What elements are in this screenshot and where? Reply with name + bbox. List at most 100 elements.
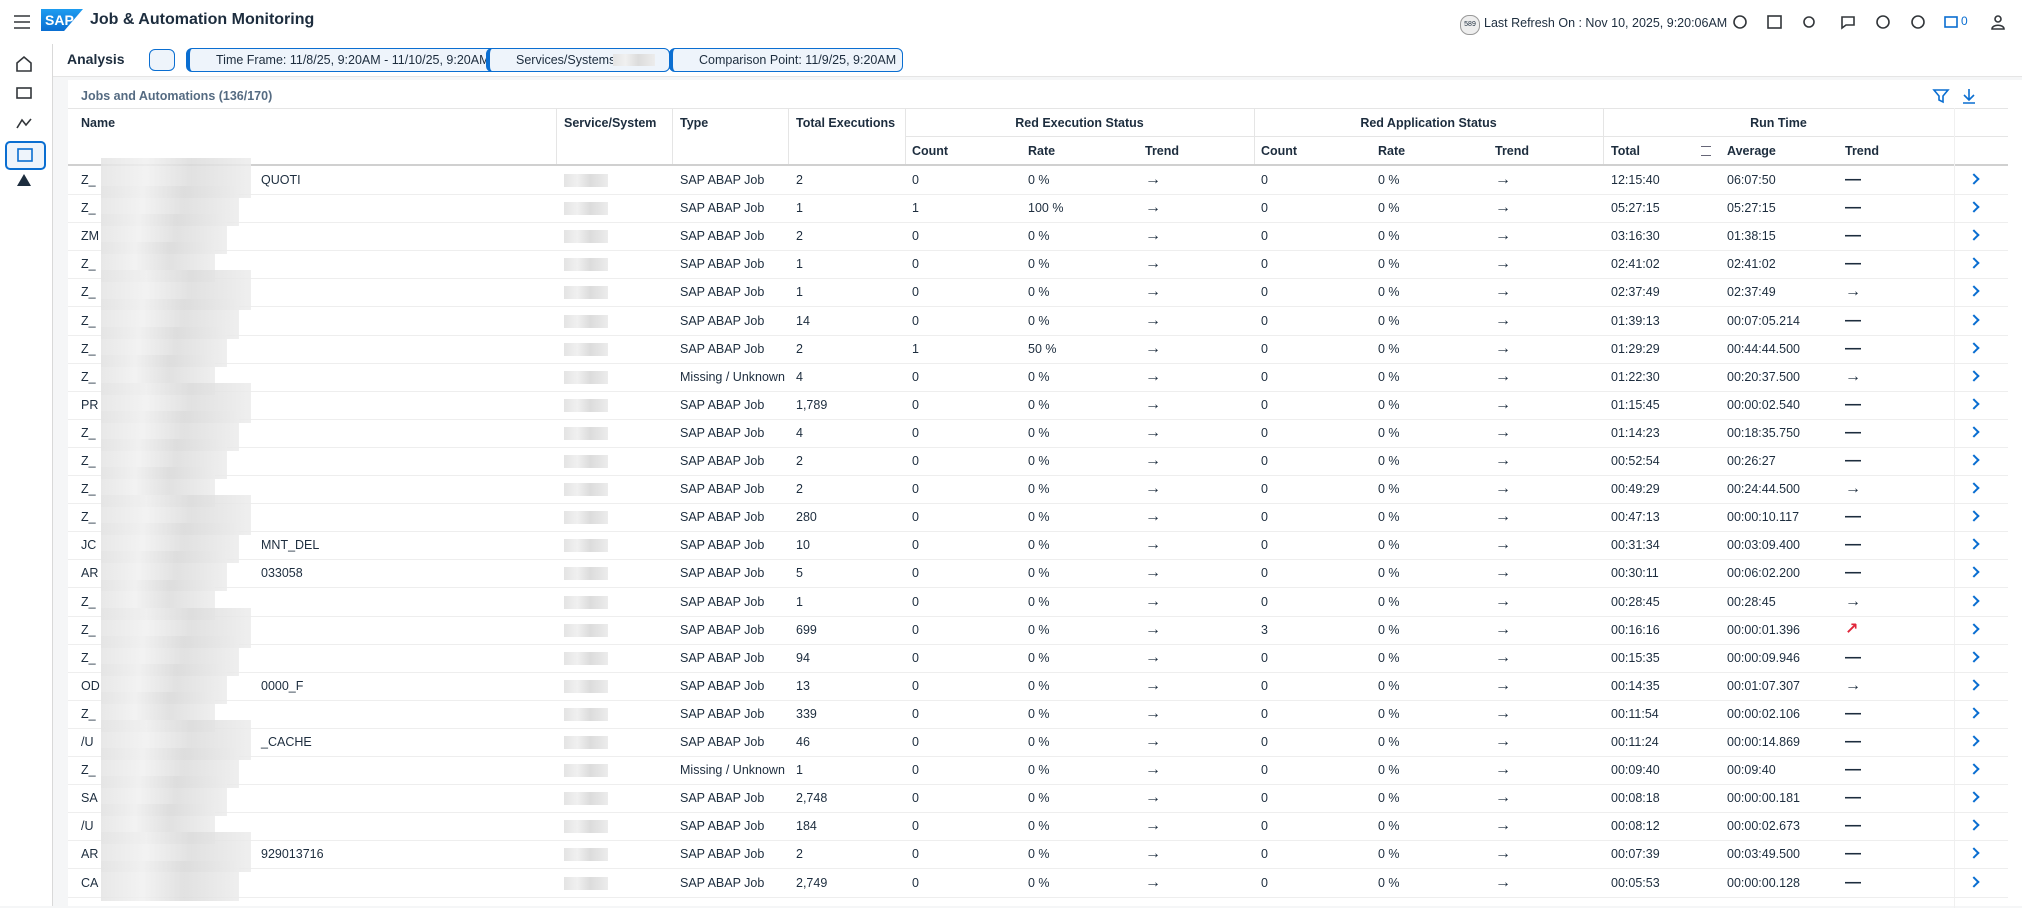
cell-ex-count: 0 [912, 706, 919, 721]
trend-icon: — [1845, 423, 1861, 441]
menu-button[interactable] [12, 13, 32, 31]
notification-count[interactable]: 0 [1961, 14, 1968, 28]
cell-rt-avg: 00:20:37.500 [1727, 369, 1800, 384]
cell-type: SAP ABAP Job [680, 425, 765, 440]
sort-icon [1701, 146, 1711, 156]
row[interactable] [68, 644, 2008, 673]
cell-app-count: 0 [1261, 313, 1268, 328]
column-header: Total Executions [796, 116, 896, 130]
row[interactable] [68, 588, 2008, 617]
redacted [564, 398, 608, 412]
cell-type: SAP ABAP Job [680, 482, 765, 497]
trend-icon: — [1845, 536, 1861, 554]
cell-ex-count: 0 [912, 875, 919, 890]
row[interactable] [68, 335, 2008, 364]
row[interactable] [68, 812, 2008, 842]
trend-icon: → [1845, 592, 1861, 610]
row[interactable] [68, 672, 2008, 701]
page-title: Analysis [67, 51, 125, 67]
cell-app-count: 0 [1261, 819, 1268, 834]
nav-analysis[interactable] [16, 118, 32, 129]
trend-icon: → [1145, 564, 1161, 582]
nav-monitor[interactable] [16, 87, 32, 99]
info-button[interactable] [149, 49, 175, 71]
jobs-table: Jobs and Automations (136/170) Red Execu… [68, 80, 2022, 908]
row[interactable] [68, 250, 2008, 280]
cell-rt-total: 02:37:49 [1611, 285, 1660, 300]
filter-button[interactable] [1932, 89, 1950, 104]
time-frame-token[interactable]: Time Frame: 11/8/25, 9:20AM - 11/10/25, … [186, 48, 497, 72]
comparison-token[interactable]: Comparison Point: 11/9/25, 9:20AM [669, 48, 904, 72]
row[interactable] [68, 784, 2008, 814]
cell-app-rate: 0 % [1378, 229, 1400, 244]
row[interactable] [68, 559, 2008, 589]
nav-jobs-active[interactable] [5, 141, 46, 170]
cell-rt-avg: 02:37:49 [1727, 285, 1776, 300]
trend-icon: → [1495, 452, 1511, 469]
row[interactable] [68, 166, 2008, 195]
row[interactable] [68, 475, 2008, 505]
support-icon[interactable] [1876, 15, 1890, 29]
feedback-icon[interactable] [1841, 16, 1855, 30]
trend-icon: → [1145, 423, 1161, 441]
row[interactable] [68, 700, 2008, 729]
row[interactable] [68, 503, 2008, 533]
cell-ex-count: 0 [912, 257, 919, 272]
row[interactable] [68, 222, 2008, 252]
cell-ex-count: 0 [912, 397, 919, 412]
cell-type: SAP ABAP Job [680, 847, 765, 862]
row[interactable] [68, 194, 2008, 224]
cell-app-rate: 0 % [1378, 566, 1400, 581]
cell-app-rate: 0 % [1378, 425, 1400, 440]
notification-icon[interactable] [1944, 16, 1958, 28]
cell-total: 2 [796, 454, 803, 468]
row[interactable] [68, 756, 2008, 786]
cell-ex-rate: 0 % [1028, 313, 1050, 328]
nav-home[interactable] [16, 55, 32, 72]
sap-logo[interactable]: SAP [41, 9, 83, 31]
cell-total: 5 [796, 566, 803, 581]
user-icon[interactable] [1994, 15, 2002, 23]
trend-icon: — [1845, 845, 1861, 863]
refresh-icon[interactable] [1733, 15, 1747, 29]
cell-ex-rate: 0 % [1028, 454, 1050, 468]
download-button[interactable] [1963, 89, 1975, 104]
cell-ex-rate: 100 % [1028, 201, 1064, 216]
cell-app-rate: 0 % [1378, 763, 1400, 778]
header-border [68, 164, 2008, 166]
row[interactable] [68, 616, 2008, 645]
row[interactable] [68, 869, 2008, 898]
row[interactable] [68, 728, 2008, 757]
column-header: Service/System [564, 116, 657, 130]
row[interactable] [68, 531, 2008, 561]
row[interactable] [68, 447, 2008, 476]
redacted [101, 860, 239, 901]
row[interactable] [68, 840, 2008, 870]
trend-icon: → [1145, 676, 1161, 694]
row[interactable] [68, 363, 2008, 392]
trend-icon: → [1145, 508, 1161, 526]
row[interactable] [68, 307, 2008, 336]
cell-ex-count: 0 [912, 678, 919, 693]
calendar-icon[interactable] [1767, 15, 1782, 29]
row[interactable] [68, 278, 2008, 308]
settings-icon[interactable] [1803, 16, 1815, 28]
column-divider [1603, 108, 1604, 164]
redacted [564, 764, 608, 778]
redacted [564, 370, 608, 384]
nav-alerts[interactable] [17, 174, 31, 186]
redacted [564, 230, 608, 244]
row[interactable] [68, 391, 2008, 420]
cell-app-rate: 0 % [1378, 285, 1400, 300]
trend-icon: → [1495, 676, 1511, 694]
row[interactable] [68, 419, 2008, 448]
group-header: Red Application Status [1360, 116, 1497, 130]
cell-type: SAP ABAP Job [680, 313, 765, 328]
trend-icon: → [1145, 367, 1161, 385]
column-divider [672, 108, 673, 164]
help-icon[interactable] [1911, 15, 1925, 29]
redacted [564, 483, 608, 497]
cell-type: Missing / Unknown [680, 369, 785, 384]
trend-icon: — [1845, 789, 1861, 807]
